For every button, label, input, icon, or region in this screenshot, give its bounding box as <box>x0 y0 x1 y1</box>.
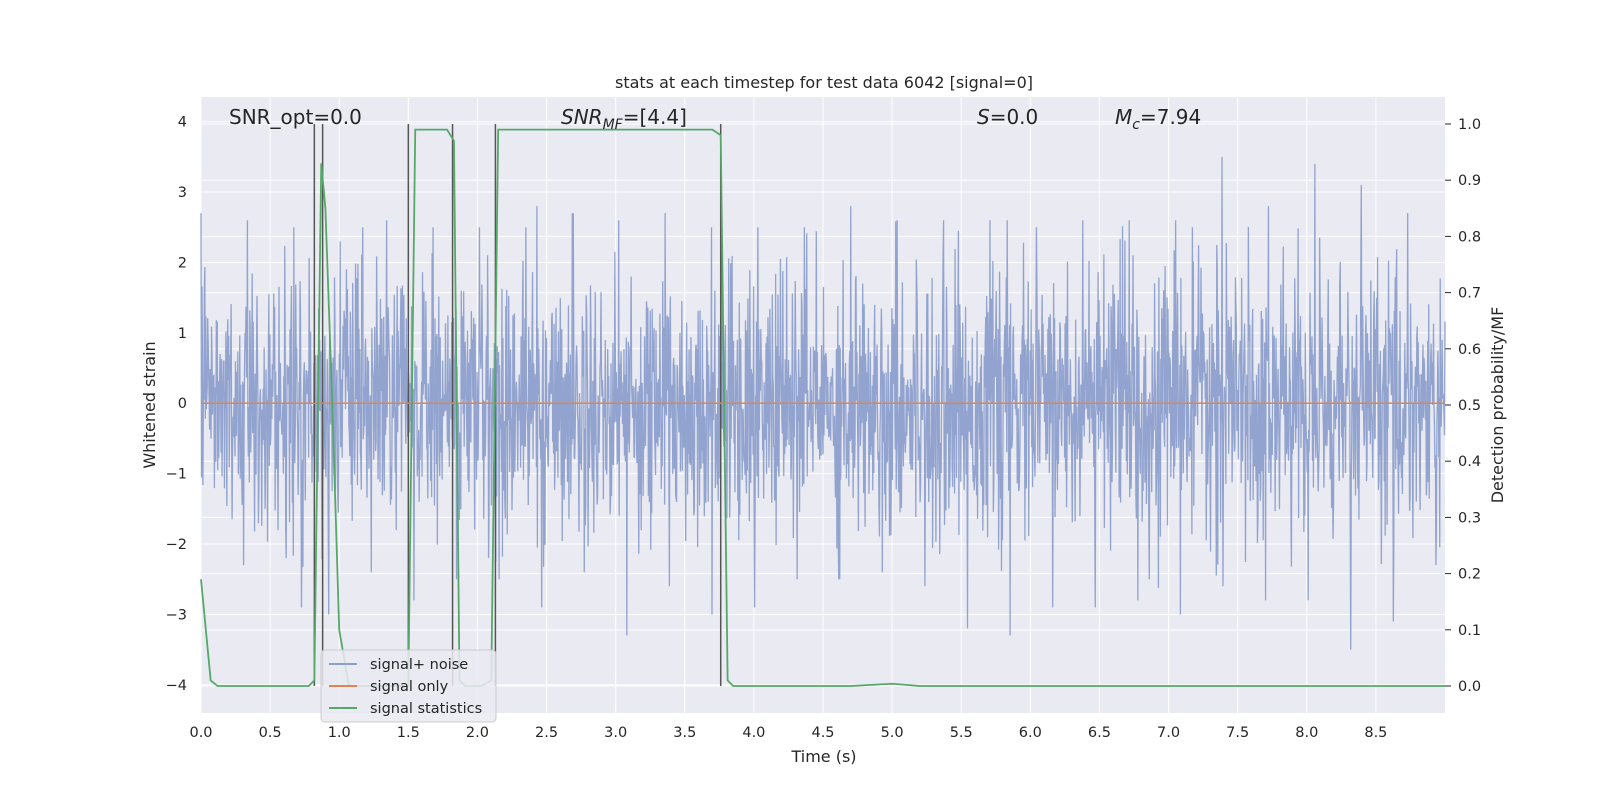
y-tick-label: −1 <box>166 467 187 483</box>
annotation-snr-mf-main: SNR <box>561 105 603 129</box>
x-tick-label: 2.5 <box>535 725 558 741</box>
x-tick-label: 7.5 <box>1226 725 1249 741</box>
y2-tick-label: 0.8 <box>1458 229 1481 245</box>
y2-axis-label: Detection probability/MF <box>1488 307 1507 504</box>
x-tick-label: 0.5 <box>259 725 282 741</box>
y2-tick-label: 0.2 <box>1458 567 1481 583</box>
x-tick-label: 5.5 <box>950 725 973 741</box>
annotation-mc-main: M <box>1115 105 1132 129</box>
x-tick-label: 0.0 <box>189 725 212 741</box>
x-tick-label: 5.0 <box>881 725 904 741</box>
y-tick-label: −3 <box>166 607 187 623</box>
chart-title: stats at each timestep for test data 604… <box>615 73 1033 92</box>
x-tick-label: 1.5 <box>397 725 420 741</box>
annotation-mc-rest: =7.94 <box>1140 105 1201 129</box>
x-tick-label: 1.0 <box>328 725 351 741</box>
annotation-snr-opt: SNR_opt=0.0 <box>229 105 362 129</box>
annotation-mc-sub: c <box>1132 117 1140 133</box>
y-tick-label: 3 <box>178 185 187 201</box>
y-tick-label: 1 <box>178 326 187 342</box>
annotation-s: S=0.0 <box>977 105 1038 129</box>
y2-tick-label: 0.3 <box>1458 510 1481 526</box>
legend-label-signal-noise: signal+ noise <box>370 657 468 673</box>
y2-tick-label: 0.1 <box>1458 623 1481 639</box>
annotation-snr-mf-rest: =[4.4] <box>623 105 687 129</box>
y2-tick-label: 0.7 <box>1458 286 1481 302</box>
x-tick-label: 2.0 <box>466 725 489 741</box>
y2-tick-label: 1.0 <box>1458 117 1481 133</box>
legend-box <box>320 649 497 723</box>
y2-tick-label: 0.4 <box>1458 454 1481 470</box>
y-tick-label: 2 <box>178 255 187 271</box>
y-tick-label: −4 <box>166 678 187 694</box>
annotation-snr-mf: SNRMF=[4.4] <box>561 105 687 133</box>
legend-label-signal-only: signal only <box>370 679 449 695</box>
legend-label-signal-statistics: signal statistics <box>370 701 482 717</box>
y2-tick-label: 0.6 <box>1458 342 1481 358</box>
y-tick-label: 0 <box>178 396 187 412</box>
y-tick-label: 4 <box>178 115 187 131</box>
x-tick-label: 7.0 <box>1157 725 1180 741</box>
legend: signal+ noise signal only signal statist… <box>320 649 497 723</box>
x-tick-label: 4.0 <box>742 725 765 741</box>
y2-tick-label: 0.5 <box>1458 398 1481 414</box>
y-axis-label: Whitened strain <box>140 341 159 468</box>
annotation-mc: Mc=7.94 <box>1115 105 1201 133</box>
y2-tick-label: 0.9 <box>1458 173 1481 189</box>
annotation-s-rest: =0.0 <box>990 105 1039 129</box>
axes: 0.0 0.5 1.0 1.5 2.0 2.5 3.0 3.5 4.0 4.5 5.0 5.5 6.0 6… <box>166 115 1481 741</box>
x-tick-label: 3.0 <box>604 725 627 741</box>
x-axis-label: Time (s) <box>790 747 856 766</box>
y-tick-label: −2 <box>166 537 187 553</box>
x-tick-label: 8.0 <box>1295 725 1318 741</box>
y2-tick-label: 0.0 <box>1458 679 1481 695</box>
x-tick-label: 4.5 <box>811 725 834 741</box>
x-tick-label: 6.0 <box>1019 725 1042 741</box>
x-tick-label: 3.5 <box>673 725 696 741</box>
x-tick-label: 6.5 <box>1088 725 1111 741</box>
x-tick-label: 8.5 <box>1364 725 1387 741</box>
annotation-snr-mf-sub: MF <box>603 117 624 133</box>
annotation-s-main: S <box>977 105 990 129</box>
